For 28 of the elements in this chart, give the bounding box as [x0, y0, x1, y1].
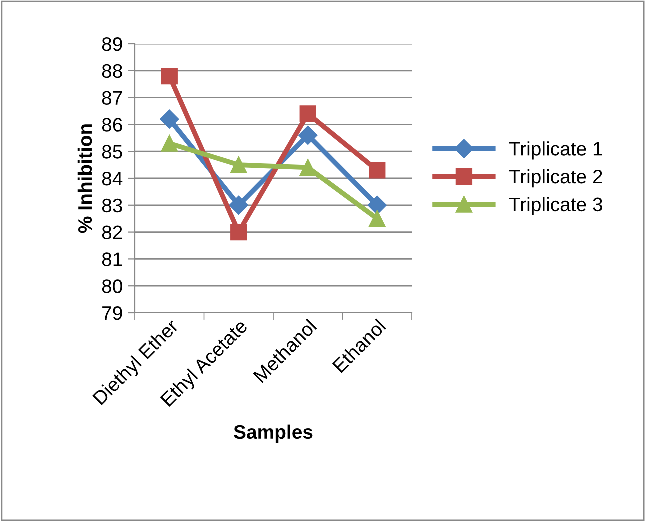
point	[230, 156, 248, 174]
y-tick-label: 79	[102, 306, 122, 320]
point	[300, 106, 316, 122]
point	[369, 210, 386, 228]
point	[229, 196, 248, 215]
y-tick-label: 86	[102, 118, 122, 132]
y-tick-label: 80	[102, 280, 122, 294]
y-tick-label: 89	[102, 37, 122, 52]
y-tick-label: 88	[102, 64, 122, 78]
y-tick-label: 82	[102, 226, 122, 240]
point	[368, 196, 387, 215]
y-axis-title: % Inhibition	[78, 124, 92, 234]
point	[230, 224, 248, 241]
legend-label: Triplicate 1	[509, 142, 602, 160]
point	[300, 159, 316, 176]
point	[161, 68, 178, 85]
point	[298, 126, 318, 145]
x-axis-title: Samples	[234, 424, 313, 443]
y-tick-label: 83	[102, 198, 122, 213]
legend-label: Triplicate 3	[509, 197, 602, 216]
y-tick-label: 81	[102, 252, 122, 266]
point	[160, 110, 180, 129]
point	[369, 162, 386, 179]
point	[161, 135, 178, 152]
y-tick-label: 84	[102, 172, 123, 186]
y-tick-label: 87	[102, 91, 122, 106]
legend-label: Triplicate 2	[509, 169, 602, 188]
y-tick-label: 85	[102, 145, 122, 159]
